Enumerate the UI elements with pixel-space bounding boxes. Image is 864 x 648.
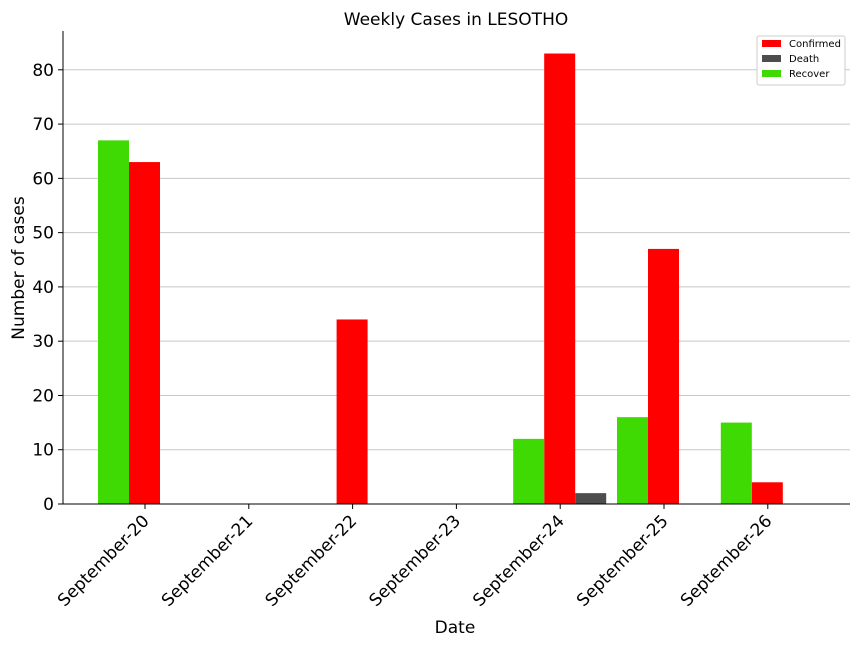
- y-tick-label: 20: [32, 386, 54, 406]
- bar-recover: [617, 417, 648, 504]
- x-tick-label: September-23: [365, 511, 464, 610]
- y-tick-label: 60: [32, 169, 54, 189]
- x-ticks: September-20 September-21 September-22 Sept…: [54, 504, 776, 611]
- x-tick-label: September-22: [262, 511, 361, 610]
- bar-confirmed: [648, 248, 679, 504]
- y-tick-label: 10: [32, 441, 54, 461]
- legend-label-confirmed: Confirmed: [789, 39, 841, 50]
- y-tick-label: 50: [32, 224, 54, 244]
- legend-swatch-recover: [762, 70, 781, 77]
- y-ticks: 0 10 20 30 40 50 60 70 80: [32, 61, 63, 515]
- gridlines: [63, 69, 850, 505]
- bar-recover: [98, 140, 129, 504]
- y-tick-label: 70: [32, 115, 54, 135]
- legend: Confirmed Death Recover: [756, 35, 846, 86]
- bar-confirmed: [751, 482, 783, 504]
- x-tick-label: September-21: [158, 511, 257, 610]
- bars: [98, 53, 783, 505]
- legend-label-recover: Recover: [789, 69, 830, 80]
- y-tick-label: 80: [32, 61, 54, 81]
- chart-title: Weekly Cases in LESOTHO: [344, 10, 568, 30]
- bar-confirmed: [336, 319, 368, 504]
- x-tick-label: September-25: [573, 511, 672, 610]
- y-tick-label: 30: [32, 332, 54, 352]
- legend-label-death: Death: [789, 54, 819, 65]
- bar-confirmed: [544, 53, 576, 505]
- bar-confirmed: [129, 162, 160, 504]
- y-axis-label: Number of cases: [9, 196, 29, 340]
- bar-recover: [720, 422, 752, 504]
- legend-swatch-confirmed: [762, 40, 781, 47]
- legend-swatch-death: [762, 55, 781, 62]
- x-axis-label: Date: [435, 618, 476, 638]
- bar-recover: [513, 438, 545, 504]
- x-tick-label: September-24: [469, 511, 568, 610]
- y-tick-label: 40: [32, 278, 54, 298]
- y-tick-label: 0: [43, 495, 54, 515]
- x-tick-label: September-20: [54, 511, 153, 610]
- bar-death: [575, 493, 607, 504]
- x-tick-label: September-26: [677, 511, 776, 610]
